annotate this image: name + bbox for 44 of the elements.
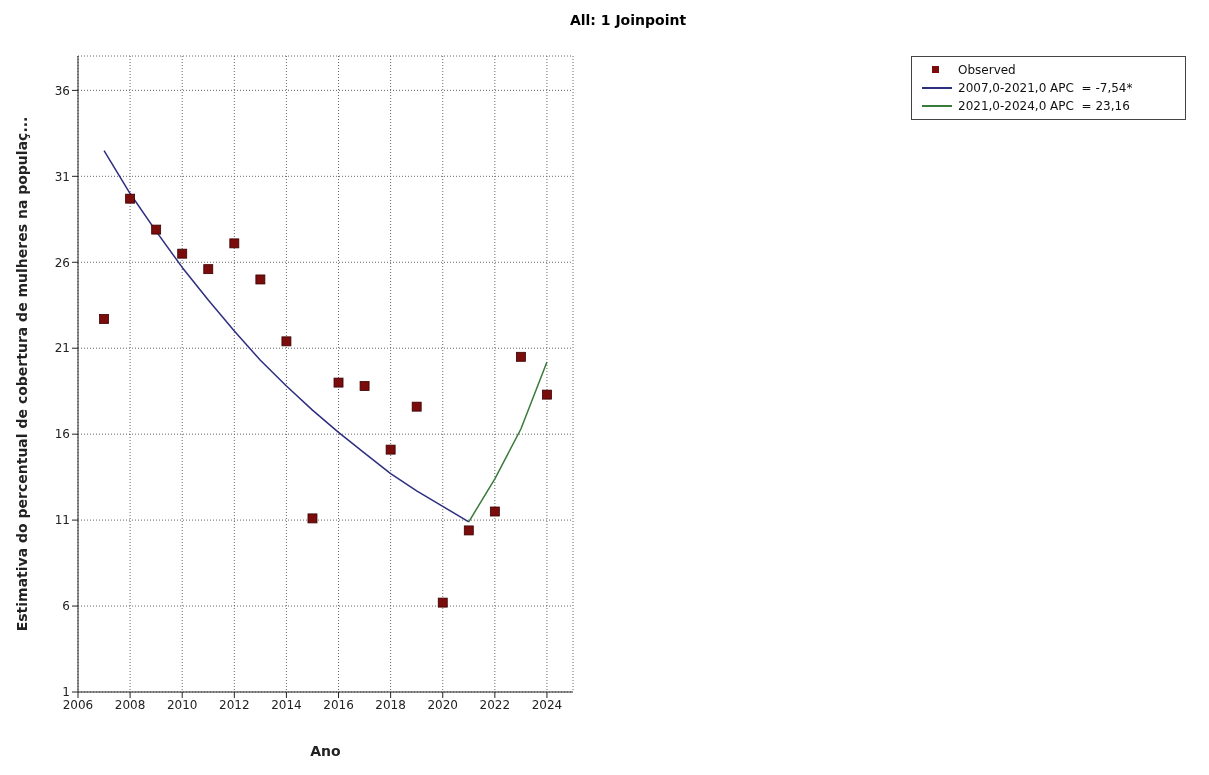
- legend-label: 2007,0-2021,0 APC = -7,54*: [958, 80, 1133, 97]
- y-tick-label: 21: [54, 341, 70, 356]
- point: [125, 193, 136, 204]
- point: [489, 506, 500, 517]
- point: [203, 264, 214, 275]
- text: All: 1 Joinpoint: [568, 12, 688, 30]
- point: [177, 248, 188, 259]
- point: [281, 336, 292, 347]
- legend-label: Observed: [958, 62, 1016, 79]
- line-series: [103, 149, 470, 523]
- x-tick-label: 2024: [531, 697, 563, 712]
- point: [385, 444, 396, 455]
- y-tick-label: 6: [62, 599, 70, 614]
- y-tick-label: 26: [54, 255, 70, 270]
- point: [542, 389, 552, 400]
- y-tick-label: 1: [62, 685, 70, 700]
- point: [307, 513, 318, 524]
- y-tick-label: 31: [54, 169, 70, 184]
- x-tick-label: 2018: [375, 697, 406, 712]
- y-axis-title: Estimativa do percentual de cobertura de mulheres na populaç...: [13, 116, 30, 632]
- y-tick-label: 16: [54, 427, 70, 442]
- point: [229, 238, 240, 249]
- point: [437, 597, 448, 608]
- point: [411, 401, 422, 412]
- point: [516, 351, 526, 362]
- y-tick-label: 36: [54, 83, 70, 98]
- x-axis-title: Ano: [310, 743, 342, 759]
- point: [333, 377, 344, 388]
- x-tick-label: 2020: [427, 697, 459, 712]
- x-tick-label: 2010: [166, 697, 198, 712]
- line-series: [468, 361, 548, 523]
- legend-label: 2021,0-2024,0 APC = 23,16: [958, 98, 1130, 115]
- x-tick-label: 2022: [479, 697, 511, 712]
- y-tick-label: 11: [54, 513, 70, 528]
- x-tick-label: 2016: [323, 697, 354, 712]
- x-tick-label: 2006: [62, 697, 94, 712]
- x-tick-label: 2008: [114, 697, 146, 712]
- x-tick-label: 2014: [271, 697, 302, 712]
- point: [99, 314, 109, 324]
- point: [463, 525, 474, 536]
- point: [255, 274, 266, 285]
- x-tick-label: 2012: [219, 697, 250, 712]
- point: [359, 381, 370, 391]
- point: [151, 224, 162, 235]
